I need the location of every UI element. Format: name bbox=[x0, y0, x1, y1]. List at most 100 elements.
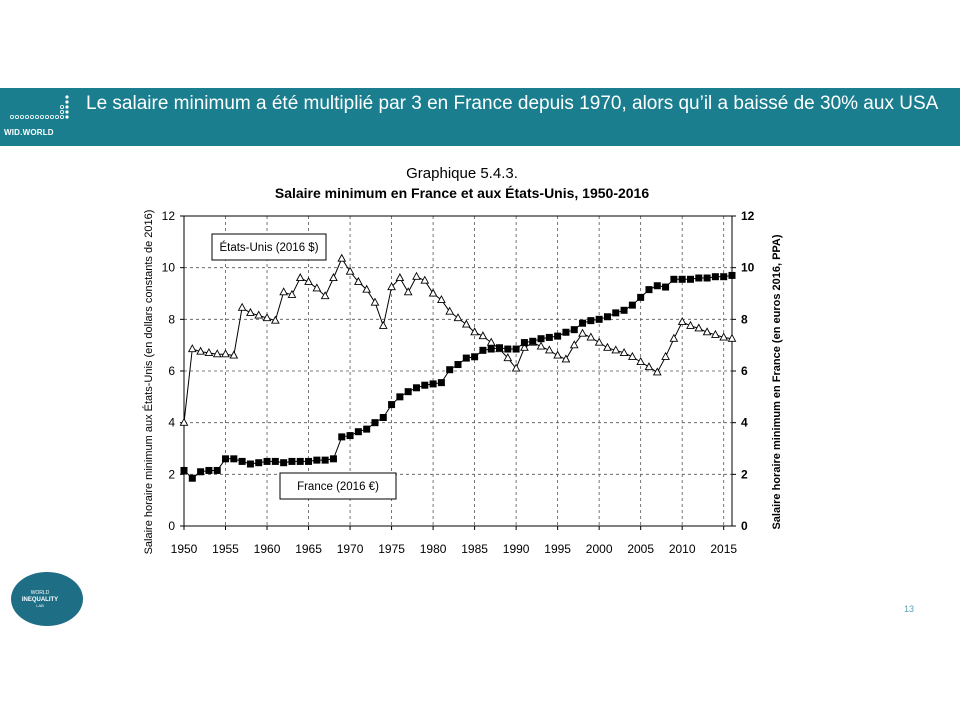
y-tick-label-right: 2 bbox=[741, 467, 748, 481]
us-data-point bbox=[561, 354, 571, 363]
france-data-point bbox=[678, 275, 686, 283]
france-data-point bbox=[188, 474, 196, 482]
us-data-point bbox=[395, 273, 405, 282]
france-data-point bbox=[645, 286, 653, 294]
y-tick-label-right: 8 bbox=[741, 312, 748, 326]
us-data-point bbox=[246, 307, 255, 316]
france-data-point bbox=[595, 315, 603, 323]
x-tick-label: 1995 bbox=[544, 542, 571, 556]
chart-title: Graphique 5.4.3. bbox=[406, 165, 518, 182]
y-tick-label-left: 8 bbox=[168, 312, 175, 326]
axis-ticks: 1950 1955 1960 1965 1970 1975 1980 1985 1990 1995… bbox=[162, 209, 755, 556]
us-data-point bbox=[686, 320, 695, 329]
us-data-point bbox=[229, 350, 239, 359]
france-data-point bbox=[637, 293, 645, 301]
dots-icon bbox=[9, 95, 69, 119]
y-tick-label-left: 6 bbox=[168, 364, 175, 378]
france-data-point bbox=[246, 460, 254, 468]
france-data-point bbox=[338, 433, 346, 441]
france-data-point bbox=[205, 466, 213, 474]
france-data-point bbox=[570, 326, 578, 334]
france-data-point bbox=[487, 345, 495, 353]
us-data-point bbox=[312, 283, 322, 292]
us-annotation-box bbox=[211, 233, 327, 261]
x-tick-label: 1980 bbox=[420, 542, 447, 556]
france-data-point bbox=[404, 388, 412, 396]
us-data-point bbox=[345, 266, 355, 275]
world-inequality-lab-logo: WORLD INEQUALITY LAB bbox=[11, 572, 83, 626]
page-number: 13 bbox=[904, 604, 915, 614]
x-tick-label: 1990 bbox=[503, 542, 530, 556]
france-data-point bbox=[329, 455, 337, 463]
x-tick-label: 2005 bbox=[627, 542, 654, 556]
france-data-point bbox=[421, 381, 429, 389]
france-data-point bbox=[662, 283, 670, 291]
france-data-point bbox=[321, 456, 329, 464]
us-data-point bbox=[403, 287, 413, 296]
france-data-point bbox=[180, 466, 188, 474]
gridlines bbox=[184, 216, 732, 526]
us-data-point bbox=[212, 349, 222, 358]
france-data-point bbox=[720, 273, 728, 281]
y-tick-label-left: 12 bbox=[162, 209, 176, 223]
us-data-point bbox=[262, 313, 272, 322]
us-data-point bbox=[536, 341, 546, 350]
us-data-point bbox=[304, 276, 313, 285]
us-series-line bbox=[183, 257, 733, 423]
france-data-point bbox=[271, 457, 279, 465]
us-data-point bbox=[669, 333, 679, 342]
france-data-point bbox=[305, 457, 313, 465]
us-data-point bbox=[644, 362, 654, 371]
x-tick-label: 1985 bbox=[461, 542, 488, 556]
y-tick-label-right: 12 bbox=[741, 209, 755, 223]
us-data-point bbox=[279, 287, 288, 296]
us-data-point bbox=[295, 273, 305, 282]
logo-line-3: LAB bbox=[36, 603, 44, 608]
france-data-point bbox=[554, 332, 562, 340]
france-data-point bbox=[628, 301, 636, 309]
us-data-point bbox=[636, 357, 646, 366]
logo-line-1: WORLD bbox=[31, 590, 50, 596]
france-data-point bbox=[197, 468, 205, 476]
us-data-point bbox=[661, 351, 670, 360]
france-data-point bbox=[520, 339, 528, 347]
france-data-point bbox=[255, 459, 263, 467]
france-data-point bbox=[670, 275, 678, 283]
us-data-point bbox=[694, 323, 704, 332]
us-data-point bbox=[553, 350, 562, 359]
us-data-point bbox=[362, 284, 372, 293]
us-data-point bbox=[461, 319, 471, 328]
us-data-point bbox=[628, 351, 637, 360]
us-data-point bbox=[677, 316, 687, 325]
france-data-point bbox=[213, 466, 221, 474]
us-data-point bbox=[544, 345, 554, 354]
france-data-point bbox=[446, 366, 454, 374]
title-banner: WID.WORLD Le salaire minimum a été multi… bbox=[0, 88, 960, 146]
france-data-point bbox=[238, 457, 246, 465]
us-data-point bbox=[711, 329, 720, 338]
y-tick-label-left: 2 bbox=[168, 467, 175, 481]
france-data-point bbox=[222, 455, 230, 463]
us-data-point bbox=[270, 315, 280, 324]
france-data-point bbox=[562, 328, 570, 336]
x-tick-label: 1960 bbox=[254, 542, 281, 556]
france-data-point bbox=[711, 273, 719, 281]
france-data-point bbox=[354, 428, 362, 436]
france-data-point bbox=[263, 457, 271, 465]
us-data-point bbox=[320, 291, 330, 300]
us-data-point bbox=[569, 340, 579, 349]
us-data-point bbox=[196, 346, 205, 355]
y-axis-label-right: Salaire horaire minimum en France (en eu… bbox=[771, 234, 783, 529]
y-tick-label-left: 0 bbox=[168, 519, 175, 533]
chart-subtitle: Salaire minimum en France et aux États-U… bbox=[275, 185, 649, 201]
france-data-point bbox=[529, 337, 537, 345]
france-data-point bbox=[471, 353, 479, 361]
france-data-point bbox=[496, 344, 504, 352]
france-data-point bbox=[462, 354, 470, 362]
us-data-point bbox=[412, 271, 421, 280]
us-data-point bbox=[503, 353, 513, 362]
us-data-point bbox=[594, 337, 604, 346]
us-data-point bbox=[187, 344, 197, 353]
france-data-point bbox=[379, 414, 387, 421]
